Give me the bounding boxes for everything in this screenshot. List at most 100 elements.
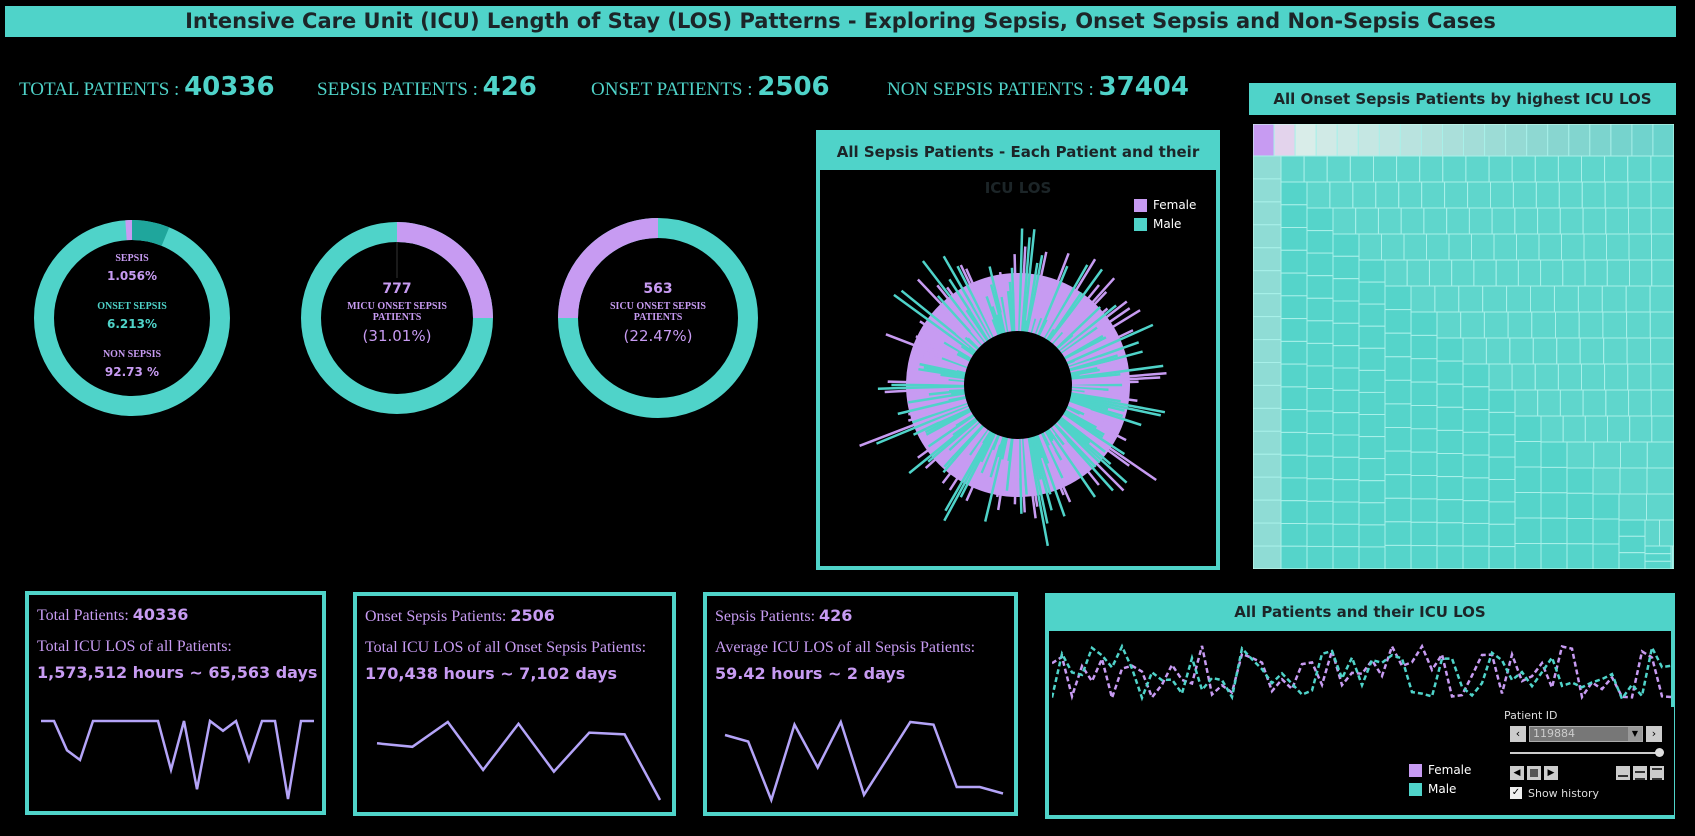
show-history-checkbox[interactable]: ✓ bbox=[1510, 787, 1522, 799]
treemap-cell bbox=[1581, 181, 1606, 209]
card1-sparkline bbox=[41, 718, 314, 800]
treemap-cell bbox=[1306, 410, 1334, 435]
radial-bar bbox=[907, 399, 971, 422]
next-patient-button[interactable]: › bbox=[1646, 726, 1662, 742]
radial-bar bbox=[1055, 307, 1109, 354]
treemap-cell bbox=[1436, 406, 1464, 431]
treemap-cell bbox=[1566, 543, 1594, 569]
treemap-cell bbox=[1436, 311, 1462, 339]
treemap-cell bbox=[1436, 383, 1464, 408]
treemap-cell bbox=[1280, 272, 1308, 297]
treemap-cell bbox=[1384, 427, 1412, 452]
radial-bar bbox=[936, 295, 986, 349]
donut1-non-label: NON SEPSIS bbox=[102, 349, 162, 360]
speed-slow-icon[interactable] bbox=[1616, 766, 1630, 780]
donut-micu bbox=[301, 222, 493, 414]
treemap-cell bbox=[1651, 415, 1674, 443]
treemap-cell bbox=[1458, 285, 1484, 313]
treemap-cell bbox=[1306, 275, 1334, 299]
treemap-cell bbox=[1436, 545, 1464, 569]
radial-bar bbox=[951, 420, 985, 455]
radial-bar bbox=[1021, 229, 1036, 336]
radial-bar bbox=[942, 255, 995, 343]
sparkline-series bbox=[724, 718, 1004, 804]
radial-bar bbox=[985, 295, 1003, 339]
treemap-cell bbox=[1280, 155, 1305, 183]
radial-bar bbox=[1013, 434, 1018, 505]
treemap-cell bbox=[1358, 436, 1386, 460]
treemap-cell bbox=[1410, 358, 1438, 383]
radial-bar bbox=[968, 425, 991, 456]
radial-bar bbox=[1066, 394, 1162, 417]
treemap-cell bbox=[1451, 259, 1475, 287]
treemap-cell bbox=[1592, 467, 1621, 495]
treemap-cell bbox=[1557, 363, 1582, 391]
step-back-icon[interactable]: ◀ bbox=[1510, 766, 1524, 780]
patient-slider-track[interactable] bbox=[1510, 752, 1662, 754]
radial-bar bbox=[1053, 418, 1101, 464]
treemap-cell bbox=[1488, 155, 1513, 183]
patient-slider-handle[interactable] bbox=[1655, 748, 1664, 757]
card1-line1: Total Patients: 40336 bbox=[37, 605, 188, 625]
treemap-cell bbox=[1606, 259, 1630, 287]
treemap-cell bbox=[1358, 480, 1386, 504]
treemap-cell bbox=[1378, 124, 1401, 157]
treemap-cell bbox=[1650, 207, 1674, 235]
radial-bar bbox=[947, 410, 977, 429]
donut2-text: 777 MICU ONSET SEPSIS PATIENTS (31.01%) bbox=[337, 281, 457, 345]
donut-sicu bbox=[558, 218, 758, 418]
treemap-cell bbox=[1610, 124, 1633, 157]
radial-bar bbox=[928, 388, 969, 396]
kpi-onset-label: ONSET PATIENTS : bbox=[591, 79, 753, 100]
treemap-cell bbox=[1294, 124, 1317, 157]
treemap-cell bbox=[1618, 535, 1646, 554]
treemap-cell bbox=[1514, 441, 1542, 468]
treemap-cell bbox=[1559, 389, 1584, 417]
treemap-cell bbox=[1540, 259, 1564, 287]
radial-bar bbox=[1020, 237, 1031, 336]
treemap-cell bbox=[1579, 337, 1605, 365]
treemap-cell bbox=[1592, 518, 1620, 545]
patient-control: Patient ID ‹ 119884 ▼ › ◀ ▶ ✓ Show histo… bbox=[1504, 707, 1674, 815]
prev-patient-button[interactable]: ‹ bbox=[1510, 726, 1526, 742]
treemap-cell bbox=[1357, 124, 1380, 157]
radial-bar bbox=[1000, 433, 1009, 460]
treemap-cell bbox=[1644, 545, 1672, 555]
radial-bar bbox=[936, 284, 988, 347]
radial-bar bbox=[1062, 406, 1127, 442]
radial-bar bbox=[948, 418, 983, 452]
treemap-cell bbox=[1410, 334, 1438, 360]
treemap-cell bbox=[1332, 479, 1360, 503]
play-icon[interactable]: ▶ bbox=[1544, 766, 1558, 780]
radial-bar bbox=[940, 373, 969, 380]
patient-id-select[interactable]: 119884 ▼ bbox=[1529, 726, 1643, 742]
treemap-cell bbox=[1406, 259, 1430, 287]
treemap-cell bbox=[1582, 207, 1607, 235]
speed-medium-icon[interactable] bbox=[1633, 766, 1647, 780]
treemap-cell bbox=[1540, 543, 1568, 569]
treemap-cell bbox=[1410, 405, 1438, 430]
treemap-cell bbox=[1618, 493, 1647, 521]
treemap-cell bbox=[1448, 233, 1472, 261]
treemap-cell bbox=[1280, 477, 1308, 502]
treemap-cell bbox=[1566, 492, 1594, 520]
radial-bar bbox=[1067, 385, 1100, 389]
treemap-cell bbox=[1516, 233, 1540, 261]
treemap-cell bbox=[1384, 544, 1412, 569]
treemap-cell bbox=[1306, 342, 1334, 367]
radial-bar bbox=[924, 417, 982, 470]
los-title: All Patients and their ICU LOS bbox=[1045, 593, 1675, 631]
treemap-cell bbox=[1303, 155, 1328, 183]
treemap-cell bbox=[1628, 389, 1652, 417]
patient-id-value: 119884 bbox=[1533, 727, 1575, 740]
chevron-down-icon[interactable]: ▼ bbox=[1628, 727, 1642, 741]
treemap-cell bbox=[1581, 363, 1606, 391]
radial-bar bbox=[1052, 419, 1125, 492]
radial-bar bbox=[965, 430, 999, 502]
treemap-cell bbox=[1332, 501, 1360, 525]
speed-fast-icon[interactable] bbox=[1650, 766, 1664, 780]
stop-icon[interactable] bbox=[1527, 766, 1541, 780]
radial-bar bbox=[1028, 433, 1042, 480]
radial-bar bbox=[941, 419, 984, 462]
treemap-cell bbox=[1462, 363, 1490, 388]
